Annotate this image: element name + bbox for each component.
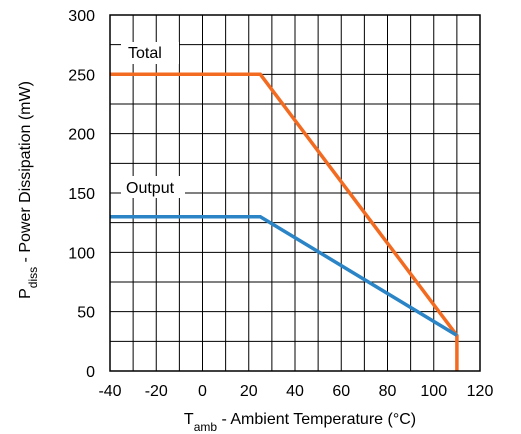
y-axis-title: Pdiss - Power Dissipation (mW) — [17, 81, 40, 299]
x-tick-label: -40 — [98, 383, 121, 400]
x-tick-label: 0 — [198, 383, 207, 400]
y-tick-label: 100 — [68, 245, 95, 262]
x-tick-label: 20 — [240, 383, 258, 400]
y-tick-label: 50 — [77, 305, 95, 322]
x-axis-title: Tamb - Ambient Temperature (°C) — [184, 411, 416, 434]
y-tick-label: 150 — [68, 186, 95, 203]
x-tick-label: 60 — [332, 383, 350, 400]
x-tick-label: 120 — [467, 383, 494, 400]
x-tick-labels: -40 -20 0 20 40 60 80 100 120 — [98, 383, 493, 400]
y-tick-labels: 0 50 100 150 200 250 300 — [68, 8, 95, 381]
y-axis-title-sub: diss — [26, 267, 40, 288]
series-layer — [110, 72, 459, 371]
y-tick-label: 0 — [86, 364, 95, 381]
y-tick-label: 300 — [68, 8, 95, 25]
x-axis-title-main: T — [184, 411, 194, 428]
total-series-label: Total — [121, 42, 179, 64]
y-tick-label: 200 — [68, 127, 95, 144]
series-line-output — [110, 214, 458, 337]
output-label: Output — [126, 180, 175, 197]
series-line-total — [110, 72, 459, 371]
total-label: Total — [128, 45, 162, 62]
plot-border — [109, 14, 481, 372]
y-tick-label: 250 — [68, 67, 95, 84]
y-axis-title-main: P — [17, 288, 34, 299]
output-series-label: Output — [121, 176, 185, 198]
x-axis-title-sub: amb — [194, 420, 218, 434]
y-axis-title-rest: - Power Dissipation (mW) — [17, 81, 34, 267]
x-axis-title-rest: - Ambient Temperature (°C) — [217, 411, 416, 428]
x-tick-label: 100 — [420, 383, 447, 400]
x-tick-label: 80 — [379, 383, 397, 400]
x-tick-label: 40 — [286, 383, 304, 400]
x-tick-label: -20 — [145, 383, 168, 400]
